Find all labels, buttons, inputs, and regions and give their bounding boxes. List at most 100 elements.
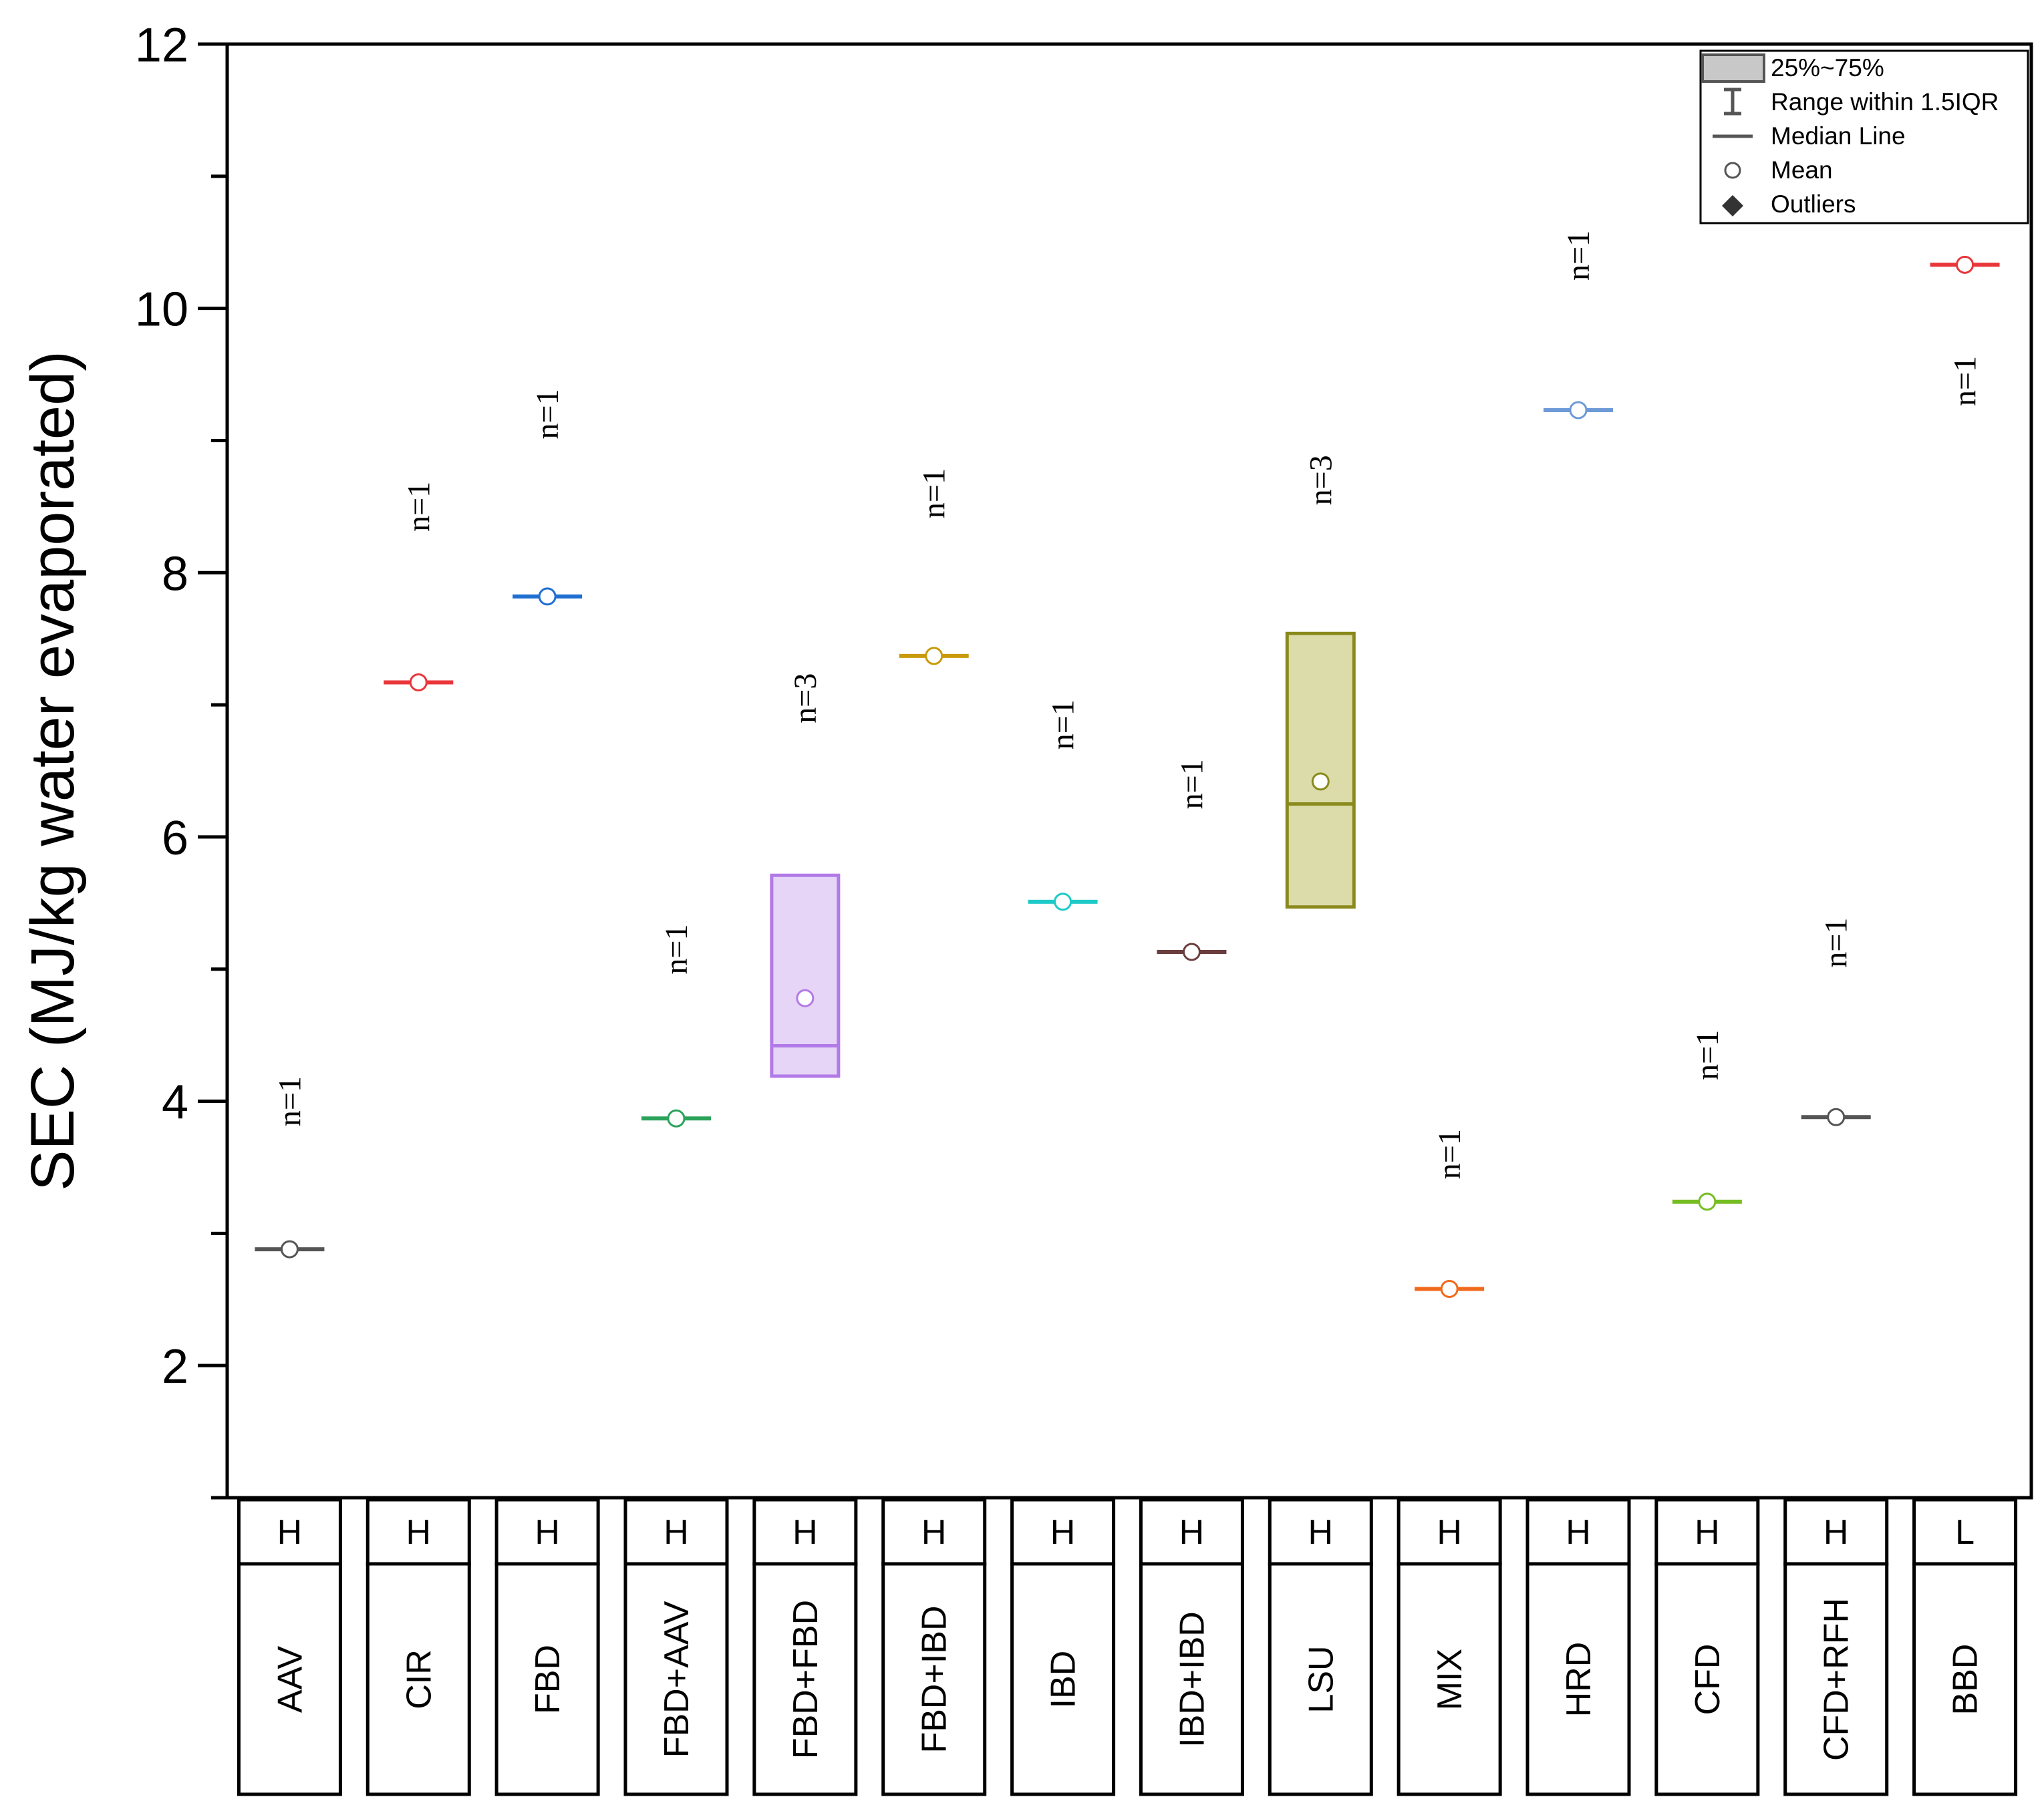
category-panel: H IBD+IBD [1139, 1498, 1244, 1796]
box-hrd: n=1 [1544, 230, 1613, 420]
n-label: n=1 [272, 1076, 307, 1126]
box-fbd-plus-fbd: n=3 [770, 673, 841, 1078]
category-cell [1912, 1562, 2018, 1796]
box-ibd-plus-ibd: n=1 [1157, 759, 1227, 961]
mean-marker [667, 1109, 686, 1128]
y-tick-label: 2 [162, 1340, 188, 1393]
category-cell [1139, 1562, 1244, 1796]
group-label: H [792, 1513, 818, 1552]
category-label: AAV [271, 1646, 309, 1713]
mean-marker [925, 647, 943, 665]
box-cfd: n=1 [1672, 1030, 1742, 1211]
y-axis-label: SEC (MJ/kg water evaporated) [19, 351, 87, 1191]
mean-marker [409, 673, 428, 691]
group-label: H [277, 1513, 303, 1552]
n-label: n=1 [1046, 699, 1081, 750]
group-label: H [921, 1513, 947, 1552]
category-label: CFD+RFH [1817, 1598, 1856, 1761]
category-label: MIX [1431, 1649, 1469, 1710]
box-fbd: n=1 [513, 389, 583, 606]
n-label: n=1 [1174, 759, 1209, 809]
iqr-box [1285, 631, 1356, 909]
category-cell [494, 1562, 600, 1796]
category-label: CIR [400, 1649, 438, 1709]
category-label: LSU [1302, 1645, 1340, 1713]
category-panel: H MIX [1397, 1498, 1502, 1796]
category-label: FBD+IBD [915, 1605, 954, 1753]
group-label: H [1308, 1513, 1334, 1552]
mean-marker [1440, 1279, 1459, 1298]
mean-marker [1956, 255, 1975, 274]
box-mix: n=1 [1415, 1129, 1485, 1298]
legend: 25%~75% Range within 1.5IQR Median Line … [1699, 49, 2029, 224]
category-panel: H LSU [1268, 1498, 1373, 1796]
category-panel: L BBD [1912, 1498, 2018, 1796]
category-label: FBD+AAV [658, 1601, 696, 1758]
legend-box-icon [1701, 53, 1765, 83]
group-label: L [1955, 1513, 1975, 1552]
legend-label-median: Median Line [1771, 122, 1906, 150]
group-label: H [1566, 1513, 1591, 1552]
y-tick-label: 12 [135, 19, 188, 72]
category-label: FBD+FBD [786, 1600, 825, 1759]
category-cell [752, 1562, 858, 1796]
category-panel: H FBD+FBD [752, 1498, 858, 1796]
y-axis: 2 4 6 8 10 12 [135, 19, 227, 1500]
box-cfd-plus-rfh: n=1 [1801, 918, 1871, 1126]
y-tick-label: 4 [162, 1076, 188, 1130]
group-label: H [1179, 1513, 1205, 1552]
group-label: H [406, 1513, 432, 1552]
mean-marker [1569, 401, 1588, 420]
n-label: n=1 [401, 482, 436, 532]
category-panel: H FBD [494, 1498, 600, 1796]
box-bbd: n=1 [1930, 255, 2000, 406]
category-axis: H AAV H CIR H FBD H FBD+AAV H FBD+FBD H FBD+IBD H IBD… [237, 1498, 2018, 1796]
plot-frame [225, 42, 2033, 1500]
category-panel: H CFD [1654, 1498, 1760, 1796]
box-aav: n=1 [255, 1076, 325, 1259]
group-cell [1139, 1498, 1244, 1566]
n-label: n=1 [659, 925, 694, 975]
group-cell [237, 1498, 342, 1566]
group-label: H [1695, 1513, 1720, 1552]
group-cell [494, 1498, 600, 1566]
n-label: n=1 [1819, 918, 1854, 968]
category-label: IBD [1044, 1651, 1083, 1709]
category-panel: H IBD [1010, 1498, 1116, 1796]
category-panel: H FBD+AAV [623, 1498, 729, 1796]
mean-marker [280, 1240, 299, 1259]
category-panel: H HRD [1525, 1498, 1631, 1796]
box-fbd-plus-ibd: n=1 [899, 468, 969, 665]
group-cell [623, 1498, 729, 1566]
legend-outlier-icon [1722, 195, 1743, 216]
legend-label-outliers: Outliers [1771, 190, 1856, 218]
group-label: H [1823, 1513, 1849, 1552]
category-cell [1268, 1562, 1373, 1796]
group-label: H [1050, 1513, 1076, 1552]
category-label: BBD [1946, 1644, 1985, 1715]
category-cell [366, 1562, 471, 1796]
category-label: FBD [529, 1645, 567, 1714]
n-label: n=1 [917, 468, 952, 518]
group-cell [752, 1498, 858, 1566]
mean-marker [1054, 892, 1072, 911]
category-cell [1525, 1562, 1631, 1796]
box-lsu: n=3 [1285, 455, 1356, 909]
n-label: n=1 [1948, 356, 1983, 406]
category-label: IBD+IBD [1173, 1611, 1211, 1748]
mean-marker [1827, 1108, 1846, 1126]
category-cell [1654, 1562, 1760, 1796]
mean-marker [1698, 1192, 1717, 1211]
n-label: n=1 [1561, 230, 1596, 281]
mean-marker [538, 587, 557, 606]
group-label: H [535, 1513, 560, 1552]
category-label: CFD [1689, 1644, 1727, 1715]
box-fbd-plus-aav: n=1 [641, 925, 711, 1128]
category-panel: H CFD+RFH [1783, 1498, 1889, 1796]
category-panel: H CIR [366, 1498, 471, 1796]
category-panel: H AAV [237, 1498, 342, 1796]
n-label: n=1 [1690, 1030, 1725, 1080]
mean-marker [1311, 772, 1330, 791]
category-cell [1010, 1562, 1116, 1796]
